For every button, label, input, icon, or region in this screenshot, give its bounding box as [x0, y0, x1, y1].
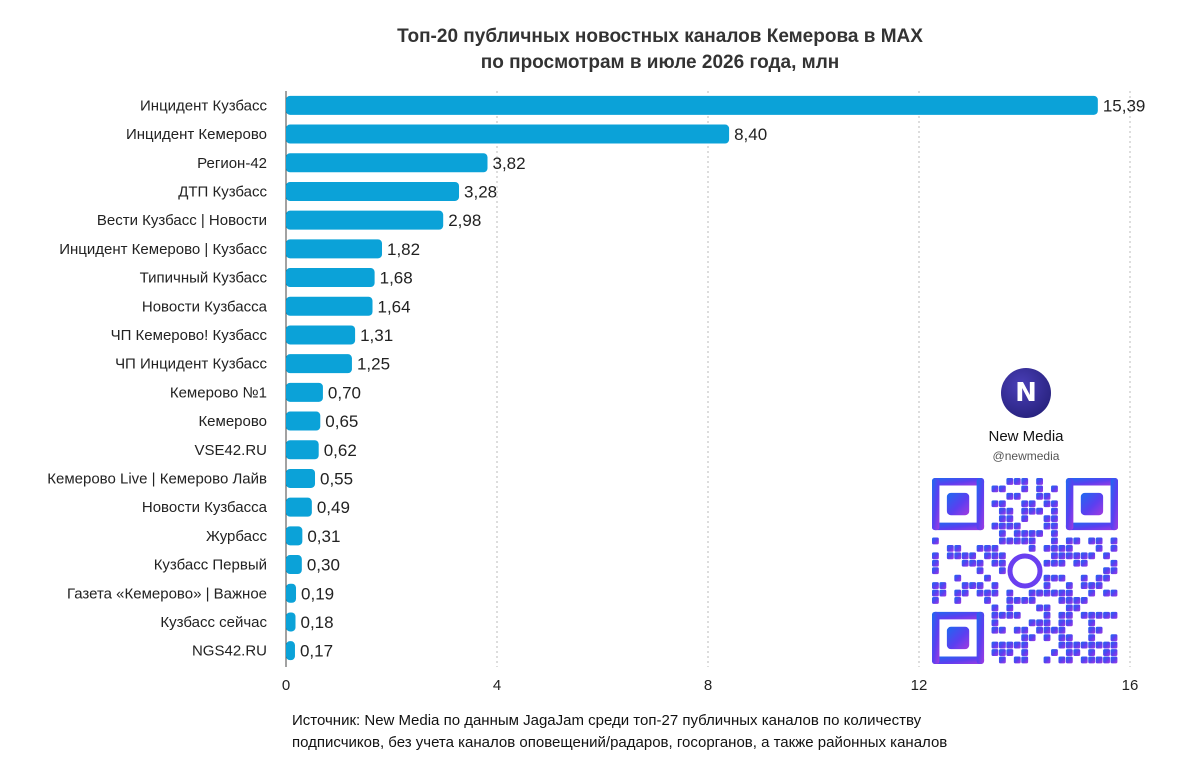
- source-note-line-2: подписчиков, без учета каналов оповещени…: [292, 734, 948, 751]
- value-label: 0,17: [300, 642, 333, 661]
- value-label: 3,28: [464, 182, 497, 201]
- bar: [286, 468, 316, 488]
- bars: [286, 95, 1098, 661]
- bar: [286, 641, 295, 661]
- bar: [286, 210, 444, 230]
- x-tick-label: 16: [1122, 677, 1139, 694]
- chart-title: Топ-20 публичных новостных каналов Кемер…: [300, 24, 1020, 76]
- source-note: Источник: New Media по данным JagaJam ср…: [292, 710, 1092, 754]
- chart-title-line-2: по просмотрам в июле 2026 года, млн: [480, 52, 840, 73]
- brand-block: N New Media @newmedia: [928, 368, 1124, 463]
- category-label: ДТП Кузбасс: [178, 183, 267, 200]
- value-label: 15,39: [1103, 96, 1146, 115]
- category-labels: Инцидент Кузбасс Инцидент Кемерово Регион-…: [47, 97, 267, 659]
- value-label: 0,30: [307, 556, 340, 575]
- grid-lines: [285, 91, 1131, 667]
- category-label: Типичный Кузбасс: [140, 270, 268, 287]
- category-label: Новости Кузбасса: [142, 298, 268, 315]
- value-labels: 15,39 8,40 3,82 3,28 2,98 1,82 1,68 1,64 1,31 1,2…: [300, 96, 1145, 660]
- bar: [286, 153, 488, 173]
- bar: [286, 497, 312, 517]
- source-note-line-1: Источник: New Media по данным JagaJam ср…: [292, 712, 922, 729]
- bar: [286, 612, 296, 632]
- category-label: Инцидент Кемерово | Кузбасс: [59, 241, 267, 258]
- bar: [286, 124, 730, 144]
- category-label: Регион-42: [197, 155, 267, 172]
- category-label: ЧП Инцидент Кузбасс: [115, 356, 267, 373]
- value-label: 0,65: [325, 412, 358, 431]
- value-label: 0,18: [300, 613, 333, 632]
- value-label: 0,70: [328, 383, 361, 402]
- value-label: 1,82: [387, 240, 420, 259]
- qr-code-icon: [932, 478, 1118, 664]
- value-label: 0,31: [307, 527, 340, 546]
- value-label: 0,49: [317, 498, 350, 517]
- value-label: 0,19: [301, 584, 334, 603]
- new-media-logo-icon: N: [1001, 368, 1051, 418]
- value-label: 2,98: [448, 211, 481, 230]
- category-label: Вести Кузбасс | Новости: [97, 212, 267, 229]
- x-axis-ticks: 0 4 8 12 16: [282, 677, 1139, 694]
- value-label: 3,82: [493, 154, 526, 173]
- bar: [286, 354, 352, 374]
- bar: [286, 181, 460, 201]
- x-tick-label: 4: [493, 677, 501, 694]
- bar: [286, 526, 303, 546]
- logo-glyph: N: [1015, 378, 1037, 408]
- value-label: 0,55: [320, 469, 353, 488]
- value-label: 1,68: [380, 269, 413, 288]
- bar: [286, 296, 373, 316]
- bar: [286, 239, 383, 259]
- value-label: 0,62: [324, 441, 357, 460]
- value-label: 1,64: [378, 297, 411, 316]
- brand-handle: @newmedia: [992, 449, 1060, 463]
- category-label: ЧП Кемерово! Кузбасс: [111, 327, 268, 344]
- chart-title-line-1: Топ-20 публичных новостных каналов Кемер…: [397, 26, 923, 47]
- bar: [286, 268, 375, 288]
- bar: [286, 555, 302, 575]
- category-label: Кемерово Live | Кемерово Лайв: [47, 470, 267, 487]
- category-label: VSE42.RU: [194, 442, 267, 459]
- bar: [286, 411, 321, 431]
- x-tick-label: 8: [704, 677, 712, 694]
- category-label: Журбасс: [206, 528, 267, 545]
- category-label: Кемерово №1: [170, 384, 267, 401]
- bar: [286, 382, 323, 402]
- category-label: Кемерово: [198, 413, 267, 430]
- value-label: 8,40: [734, 125, 767, 144]
- category-label: Кузбасс Первый: [154, 557, 267, 574]
- category-label: Инцидент Кемерово: [126, 126, 267, 143]
- bar: [286, 325, 356, 345]
- x-tick-label: 12: [911, 677, 928, 694]
- value-label: 1,31: [360, 326, 393, 345]
- brand-name: New Media: [988, 428, 1064, 445]
- bar: [286, 440, 319, 460]
- x-tick-label: 0: [282, 677, 290, 694]
- category-label: Кузбасс сейчас: [160, 614, 267, 631]
- category-label: NGS42.RU: [192, 643, 267, 660]
- bar-chart: Инцидент Кузбасс Инцидент Кемерово Регион-…: [47, 91, 1145, 694]
- category-label: Инцидент Кузбасс: [140, 97, 267, 114]
- category-label: Новости Кузбасса: [142, 499, 268, 516]
- bar: [286, 95, 1098, 115]
- bar: [286, 583, 297, 603]
- value-label: 1,25: [357, 355, 390, 374]
- category-label: Газета «Кемерово» | Важное: [67, 585, 267, 602]
